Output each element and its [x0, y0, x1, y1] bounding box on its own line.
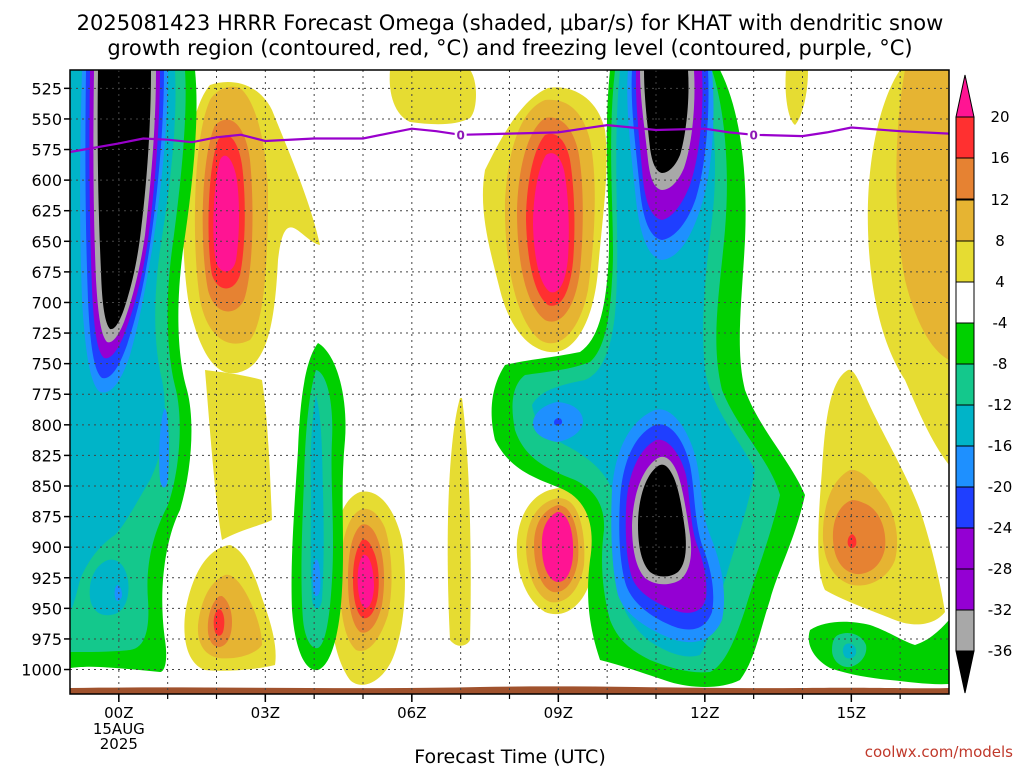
y-tick-label: 775 — [31, 385, 62, 404]
y-tick-label: 925 — [31, 569, 62, 588]
freezing-label: 0 — [456, 128, 464, 142]
y-tick-label: 950 — [31, 599, 62, 618]
descent-region-07z-streak — [447, 398, 471, 646]
freezing-label-bg — [747, 126, 760, 143]
ascent-region-00z-mid-lightblue — [159, 408, 170, 488]
y-tick-label: 525 — [31, 79, 62, 98]
x-date-label: 15AUG — [93, 720, 145, 738]
colorbar-bin — [955, 157, 975, 200]
y-tick-label: 625 — [31, 202, 62, 221]
colorbar-tick-label: -32 — [988, 601, 1013, 619]
ascent-region-00z-lower-cyan — [89, 559, 129, 616]
x-tick-label: 12Z — [690, 704, 719, 722]
ascent-region-15z-lower-cyan — [842, 643, 857, 659]
grid-lines — [70, 70, 949, 694]
y-tick-label: 825 — [31, 446, 62, 465]
y-tick-label: 725 — [31, 324, 62, 343]
descent-region-right-upper-gold — [896, 70, 949, 360]
chart-title-line2: growth region (contoured, red, °C) and f… — [107, 36, 912, 60]
chart-title-line1: 2025081423 HRRR Forecast Omega (shaded, … — [77, 11, 944, 35]
x-tick-label: 09Z — [544, 704, 573, 722]
colorbar-bin — [955, 322, 975, 365]
colorbar-bin — [955, 281, 975, 324]
ascent-region-00z-black — [97, 70, 151, 330]
x-axis-label: Forecast Time (UTC) — [414, 746, 605, 768]
colorbar-bin — [955, 199, 975, 242]
colorbar-bin — [955, 527, 975, 570]
colorbar-bin — [955, 404, 975, 447]
x-tick-label: 00Z — [104, 704, 133, 722]
y-tick-label: 1000 — [21, 661, 62, 680]
y-tick-label: 600 — [31, 171, 62, 190]
colorbar-bin-bottom-arrow — [955, 650, 975, 694]
descent-region-05z-magenta — [357, 554, 374, 608]
descent-region-15z-lower-orange — [832, 500, 886, 575]
y-tick-label: 575 — [31, 141, 62, 160]
ascent-region-00z-lower-lightblue — [114, 585, 122, 601]
ascent-region-09z-blue — [554, 418, 562, 426]
descent-region-09z-upper-magenta — [533, 153, 569, 293]
colorbar-tick-label: 16 — [990, 149, 1009, 167]
y-tick-label: 650 — [31, 232, 62, 251]
y-tick-label: 975 — [31, 630, 62, 649]
x-tick-label: 15Z — [837, 704, 866, 722]
colorbar-tick-label: 8 — [995, 232, 1005, 250]
descent-region-02z-upper-magenta — [213, 155, 239, 272]
descent-region-06z-upper — [389, 70, 476, 125]
x-date-label: 2025 — [100, 735, 138, 753]
colorbar-tick-label: 4 — [995, 273, 1005, 291]
ascent-region-11z-upper-black — [644, 70, 689, 173]
x-tick-label: 03Z — [251, 704, 280, 722]
colorbar-bin — [955, 240, 975, 283]
colorbar-tick-label: -36 — [988, 642, 1013, 660]
freezing-level-line — [69, 123, 950, 154]
descent-region-15z-lower-red — [847, 534, 857, 548]
y-tick-label: 850 — [31, 477, 62, 496]
colorbar-tick-label: -24 — [988, 519, 1013, 537]
colorbar-bin — [955, 363, 975, 406]
colorbar-bin — [955, 568, 975, 611]
colorbar-tick-label: -4 — [993, 314, 1008, 332]
y-axis: 525 550 575 600 625 650 675 700 725 750 775 800 825 8… — [21, 79, 70, 680]
colorbar-tick-label: -16 — [988, 437, 1013, 455]
colorbar: 20 16 12 8 4 -4 -8 -12 -16 -20 -24 -28 -32 -36 — [955, 74, 1013, 694]
freezing-label: 0 — [749, 128, 757, 142]
colorbar-bin — [955, 609, 975, 652]
y-tick-label: 675 — [31, 263, 62, 282]
freezing-label-bg — [454, 126, 467, 143]
y-tick-label: 700 — [31, 293, 62, 312]
y-tick-label: 875 — [31, 508, 62, 527]
x-tick-label: 06Z — [397, 704, 426, 722]
colorbar-bin — [955, 486, 975, 529]
colorbar-tick-label: 20 — [990, 108, 1009, 126]
colorbar-tick-label: 12 — [990, 191, 1009, 209]
ground-surface — [70, 686, 949, 694]
colorbar-bin-top-arrow — [955, 74, 975, 118]
y-tick-label: 900 — [31, 538, 62, 557]
ascent-region-11z-lower-black — [638, 464, 686, 577]
colorbar-tick-label: -12 — [988, 396, 1013, 414]
y-tick-label: 550 — [31, 110, 62, 129]
colorbar-tick-label: -20 — [988, 478, 1013, 496]
colorbar-bin — [955, 116, 975, 159]
colorbar-tick-label: -8 — [993, 355, 1008, 373]
colorbar-tick-label: -28 — [988, 560, 1013, 578]
colorbar-bin — [955, 445, 975, 488]
credit-link[interactable]: coolwx.com/models — [865, 743, 1013, 761]
y-tick-label: 800 — [31, 416, 62, 435]
y-tick-label: 750 — [31, 355, 62, 374]
